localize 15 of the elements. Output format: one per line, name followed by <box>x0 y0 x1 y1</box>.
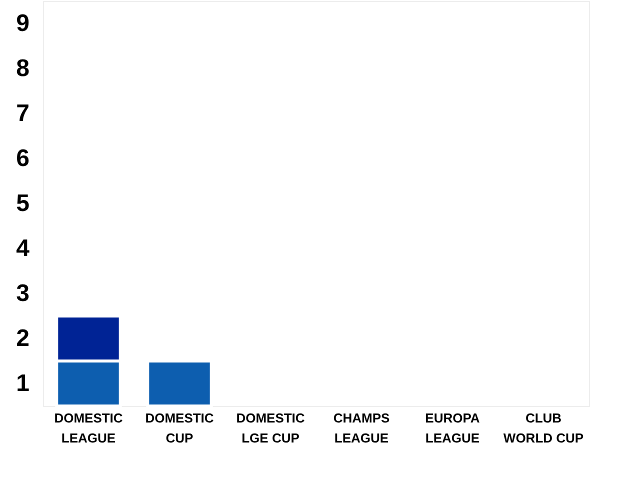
x-tick-label: EUROPA LEAGUE <box>425 410 480 446</box>
y-tick-label: 4 <box>16 235 30 262</box>
y-tick-label: 7 <box>16 100 30 127</box>
x-tick-label: DOMESTIC LGE CUP <box>236 410 306 446</box>
y-tick-label: 1 <box>16 370 30 397</box>
x-tick-label: CHAMPS LEAGUE <box>333 410 390 446</box>
x-tick-label: CLUB WORLD CUP <box>503 410 584 446</box>
y-tick-label: 6 <box>16 145 30 172</box>
y-tick-label: 2 <box>16 325 30 352</box>
y-tick-label: 9 <box>16 10 30 37</box>
y-tick-label: 3 <box>16 280 30 307</box>
x-tick-label: DOMESTIC LEAGUE <box>54 410 124 446</box>
y-tick-label: 5 <box>16 190 30 217</box>
y-tick-label: 8 <box>16 55 30 82</box>
x-tick-label: DOMESTIC CUP <box>145 410 214 446</box>
